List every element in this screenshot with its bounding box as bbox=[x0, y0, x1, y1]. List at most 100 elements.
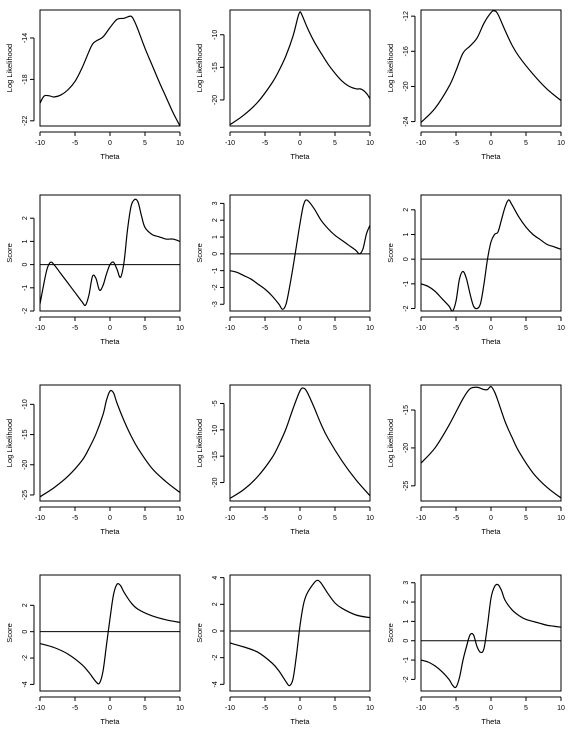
y-tick-label: -15 bbox=[22, 429, 29, 439]
y-tick-label: -24 bbox=[403, 116, 410, 126]
y-tick-label: 3 bbox=[403, 581, 410, 585]
y-tick-label: -1 bbox=[403, 657, 410, 663]
x-axis-title: Theta bbox=[290, 717, 310, 726]
x-tick-label: -5 bbox=[453, 515, 459, 522]
x-tick-label: -10 bbox=[416, 515, 426, 522]
y-axis-title: Score bbox=[5, 243, 14, 263]
y-tick-label: -15 bbox=[212, 451, 219, 461]
y-tick-label: -2 bbox=[22, 308, 29, 314]
y-tick-label: -5 bbox=[212, 400, 219, 406]
x-tick-label: 0 bbox=[489, 515, 493, 522]
x-tick-label: 0 bbox=[298, 140, 302, 147]
series-line bbox=[229, 199, 371, 310]
x-tick-label: 10 bbox=[557, 515, 565, 522]
y-tick-label: -2 bbox=[22, 655, 29, 661]
series-line bbox=[229, 11, 371, 126]
x-tick-label: 5 bbox=[333, 140, 337, 147]
y-tick-label: -12 bbox=[403, 11, 410, 21]
y-tick-label: -3 bbox=[212, 301, 219, 307]
y-tick-label: -2 bbox=[403, 305, 410, 311]
x-tick-label: -10 bbox=[35, 140, 45, 147]
x-tick-label: 5 bbox=[143, 140, 147, 147]
y-tick-label: -20 bbox=[403, 443, 410, 453]
x-axis-title: Theta bbox=[481, 717, 501, 726]
y-axis-title: Score bbox=[386, 623, 395, 643]
x-tick-label: 10 bbox=[176, 140, 184, 147]
y-tick-label: 1 bbox=[403, 232, 410, 236]
y-tick-label: 1 bbox=[212, 235, 219, 239]
y-axis-title: Log Likelihood bbox=[5, 419, 14, 467]
y-tick-label: -25 bbox=[403, 481, 410, 491]
chart-panel-8: -10 -5 0 5 10 -20 -15 -10 -5 Theta Log Likelihood bbox=[195, 384, 374, 536]
x-tick-label: -5 bbox=[72, 140, 78, 147]
y-tick-label: 0 bbox=[403, 257, 410, 261]
chart-panel-2: -10 -5 0 5 10 -20 -15 -10 Theta Log Likelihood bbox=[195, 9, 374, 161]
y-tick-label: -20 bbox=[212, 477, 219, 487]
y-tick-label: -1 bbox=[212, 267, 219, 273]
y-tick-label: -4 bbox=[22, 681, 29, 687]
plot-frame bbox=[229, 9, 371, 127]
x-tick-label: 10 bbox=[366, 140, 374, 147]
x-tick-label: 5 bbox=[524, 140, 528, 147]
x-tick-label: -5 bbox=[262, 140, 268, 147]
y-tick-label: -16 bbox=[403, 46, 410, 56]
y-tick-label: -15 bbox=[212, 62, 219, 72]
x-tick-label: 5 bbox=[524, 325, 528, 332]
y-tick-label: -1 bbox=[22, 285, 29, 291]
x-tick-label: -10 bbox=[416, 705, 426, 712]
y-axis-title: Score bbox=[195, 243, 204, 263]
plot-frame bbox=[420, 384, 562, 502]
y-tick-label: 1 bbox=[22, 239, 29, 243]
x-tick-label: -10 bbox=[225, 325, 235, 332]
y-tick-label: -14 bbox=[22, 33, 29, 43]
series-line bbox=[39, 583, 181, 685]
y-tick-label: 0 bbox=[403, 639, 410, 643]
y-tick-label: 2 bbox=[403, 600, 410, 604]
x-tick-label: 0 bbox=[298, 325, 302, 332]
chart-panel-3: -10 -5 0 5 10 -24 -20 -16 -12 Theta Log Likelihood bbox=[386, 9, 565, 161]
x-axis-title: Theta bbox=[290, 152, 310, 161]
y-axis-title: Log Likelihood bbox=[5, 44, 14, 92]
y-tick-label: -25 bbox=[22, 490, 29, 500]
plot-frame bbox=[39, 9, 181, 127]
y-tick-label: -2 bbox=[403, 676, 410, 682]
x-tick-label: 5 bbox=[333, 705, 337, 712]
x-tick-label: -5 bbox=[262, 515, 268, 522]
x-tick-label: -5 bbox=[72, 325, 78, 332]
y-tick-label: 2 bbox=[212, 218, 219, 222]
x-tick-label: -5 bbox=[453, 140, 459, 147]
y-axis-title: Score bbox=[195, 623, 204, 643]
x-tick-label: 0 bbox=[298, 515, 302, 522]
x-tick-label: -5 bbox=[262, 325, 268, 332]
plot-frame bbox=[420, 574, 562, 692]
x-tick-label: -5 bbox=[453, 705, 459, 712]
x-tick-label: 10 bbox=[557, 140, 565, 147]
series-line bbox=[420, 199, 562, 312]
y-tick-label: 2 bbox=[212, 602, 219, 606]
y-tick-label: -18 bbox=[22, 74, 29, 84]
chart-panel-11: -10 -5 0 5 10 -4 -2 0 2 4 Theta Score bbox=[195, 574, 374, 726]
x-tick-label: 0 bbox=[489, 140, 493, 147]
y-tick-label: -15 bbox=[403, 405, 410, 415]
x-tick-label: 10 bbox=[557, 325, 565, 332]
series-line bbox=[39, 389, 181, 498]
y-tick-label: -4 bbox=[212, 681, 219, 687]
chart-panel-10: -10 -5 0 5 10 -4 -2 0 2 Theta Score bbox=[5, 574, 184, 726]
x-tick-label: 10 bbox=[176, 705, 184, 712]
x-tick-label: -10 bbox=[35, 325, 45, 332]
x-tick-label: 5 bbox=[143, 705, 147, 712]
y-tick-label: -10 bbox=[212, 425, 219, 435]
x-axis-title: Theta bbox=[481, 152, 501, 161]
y-tick-label: -22 bbox=[22, 116, 29, 126]
x-tick-label: -5 bbox=[72, 705, 78, 712]
x-axis-title: Theta bbox=[481, 527, 501, 536]
series-line bbox=[229, 387, 371, 499]
x-tick-label: -5 bbox=[453, 325, 459, 332]
y-tick-label: 0 bbox=[22, 263, 29, 267]
plot-frame bbox=[229, 574, 371, 692]
